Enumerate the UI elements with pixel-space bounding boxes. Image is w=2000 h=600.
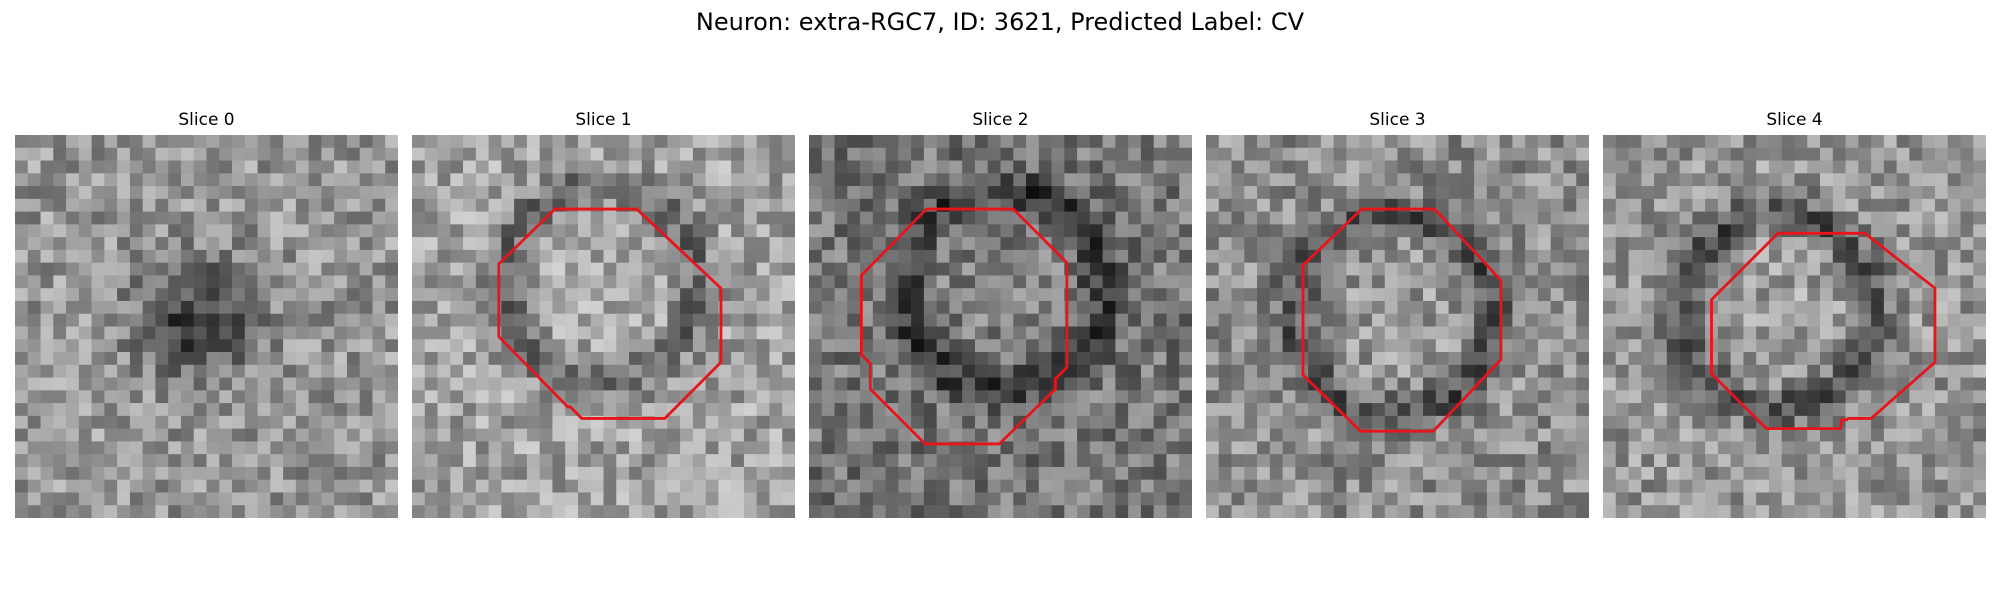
pixel-texture	[15, 135, 398, 518]
slice-title: Slice 2	[972, 110, 1029, 130]
slice-title: Slice 1	[575, 110, 632, 130]
slice-panel-1: Slice 1	[412, 108, 795, 518]
figure-title: Neuron: extra-RGC7, ID: 3621, Predicted …	[695, 8, 1305, 36]
slice-panel-2: Slice 2	[809, 108, 1192, 518]
segmentation-contour	[1710, 231, 1937, 431]
pixel-texture	[412, 135, 795, 518]
slice-image-3	[1206, 135, 1589, 518]
slice-title: Slice 3	[1369, 110, 1426, 130]
slice-panel-3: Slice 3	[1206, 108, 1589, 518]
slice-title: Slice 4	[1766, 110, 1823, 130]
segmentation-contour	[1301, 207, 1503, 433]
slice-image-2	[809, 135, 1192, 518]
slice-panel-4: Slice 4	[1603, 108, 1986, 518]
segmentation-contour	[497, 207, 723, 420]
segmentation-contour	[859, 207, 1069, 446]
slice-image-4	[1603, 135, 1986, 518]
slice-title: Slice 0	[178, 110, 235, 130]
slice-image-0	[15, 135, 398, 518]
slice-image-1	[412, 135, 795, 518]
pixel-texture	[1206, 135, 1589, 518]
pixel-texture	[809, 135, 1192, 518]
pixel-texture	[1603, 135, 1986, 518]
slice-panel-0: Slice 0	[15, 108, 398, 518]
